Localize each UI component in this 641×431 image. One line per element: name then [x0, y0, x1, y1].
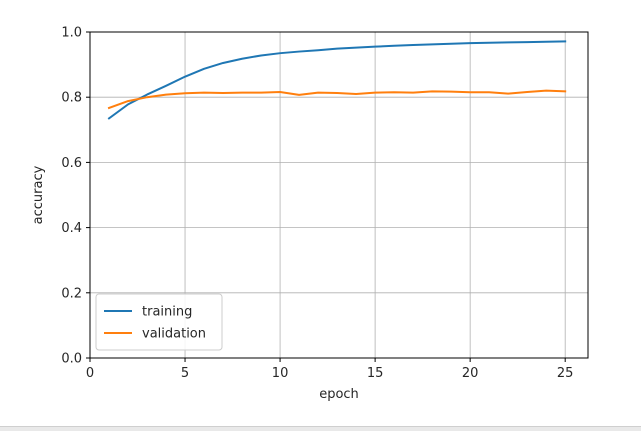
bottom-divider: [0, 426, 641, 431]
series-line-validation: [107, 89, 567, 110]
y-axis-label: accuracy: [31, 165, 46, 224]
y-tick-label-3: 0.6: [61, 156, 82, 171]
legend-box: [95, 293, 223, 351]
x-tick-label-0: 0: [86, 366, 94, 381]
y-tick-label-1: 0.2: [61, 286, 82, 301]
x-tick-label-10: 10: [272, 366, 289, 381]
axis-ticks: 0 5 10 15 20 25 0.0 0.2 0.4 0.6 0.8 1.0: [61, 26, 573, 382]
y-tick-label-4: 0.8: [61, 91, 82, 106]
x-tick-label-5: 5: [181, 366, 189, 381]
x-axis-label: epoch: [319, 387, 359, 402]
axes-frame: [89, 31, 589, 359]
series-lines: [107, 40, 567, 120]
legend: training validation: [95, 293, 223, 351]
legend-label-training: training: [142, 305, 192, 320]
y-tick-label-0: 0.0: [61, 352, 82, 367]
x-tick-label-20: 20: [462, 366, 479, 381]
y-tick-label-2: 0.4: [61, 221, 82, 236]
series-line-training: [107, 40, 567, 120]
x-tick-label-15: 15: [367, 366, 384, 381]
legend-label-validation: validation: [142, 327, 206, 342]
y-tick-label-5: 1.0: [61, 26, 82, 41]
x-tick-label-25: 25: [557, 366, 574, 381]
